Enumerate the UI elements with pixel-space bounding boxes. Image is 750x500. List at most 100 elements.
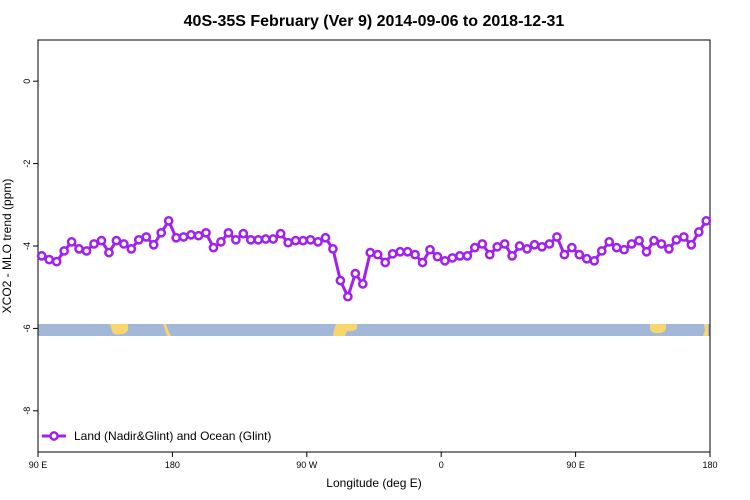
land-ocean-strip [38,324,710,336]
data-point [425,244,435,255]
data-point [216,237,226,247]
data-point [611,242,622,253]
data-point [186,230,196,240]
data-point [171,232,181,243]
data-point [395,246,405,257]
y-tick-label: -8 [22,407,32,415]
x-axis-label: Longitude (deg E) [326,476,421,490]
data-point [447,253,458,263]
data-point [626,239,637,249]
data-point [313,237,323,247]
data-point [701,216,712,226]
data-point [664,244,674,254]
y-axis-label: XCO2 - MLO trend (ppm) [0,179,14,314]
data-point [163,216,174,226]
data-point [440,255,450,266]
data-point [156,227,167,238]
data-point [44,254,55,265]
data-point [619,244,629,255]
data-point [275,228,286,239]
data-point [253,234,264,245]
data-point [290,235,301,246]
legend-label: Land (Nadir&Glint) and Ocean (Glint) [74,429,271,443]
data-point [59,246,69,256]
data-point [238,228,249,239]
data-point [469,242,480,253]
data-point [589,255,600,266]
data-point [193,230,204,241]
data-point [74,244,84,254]
land-patch [650,324,666,334]
data-point [365,247,376,258]
data-point [417,257,428,268]
data-point [529,239,540,250]
data-point [178,232,189,242]
data-point [656,239,667,249]
data-point [552,232,562,242]
x-tick-label: 90 E [566,460,585,470]
chart-title: 40S-35S February (Ver 9) 2014-09-06 to 2… [184,13,565,30]
data-point [492,241,503,252]
data-point [328,244,338,254]
data-point [305,234,316,245]
data-point [499,239,510,249]
data-point [596,246,607,256]
x-tick-label: 180 [702,460,717,470]
data-point [89,239,99,249]
y-tick-label: -6 [22,324,32,332]
land-patch [333,324,357,336]
data-point [432,251,443,262]
data-point [484,249,495,260]
data-point [133,234,144,245]
data-point [111,235,122,246]
data-point [119,239,129,249]
data-point [260,234,271,244]
data-point [126,244,137,254]
ocean-strip [38,324,710,336]
data-point [66,237,77,247]
data-point [634,235,644,246]
data-point [148,239,159,250]
data-point [51,256,62,267]
data-point [208,242,219,253]
x-tick-label: 90 W [296,460,318,470]
data-point [223,227,234,238]
series-line [41,217,708,301]
data-point [81,246,92,256]
y-tick-label: 0 [22,79,32,84]
data-point [372,249,383,260]
data-point [559,249,570,260]
data-point [357,279,368,289]
land-patch [110,324,128,335]
data-point [649,235,659,246]
data-point [604,237,615,247]
data-point [201,227,211,238]
data-point [268,234,279,244]
data-point [477,239,488,249]
data-point [350,268,361,279]
data-point [671,234,682,245]
data-point [245,234,256,245]
land-patch [163,324,171,336]
x-tick-label: 180 [165,460,180,470]
x-tick-label: 90 E [29,460,48,470]
x-tick-label: 0 [439,460,444,470]
data-point [231,234,241,245]
data-point [320,232,331,243]
data-point [343,291,353,302]
data-point [567,242,577,253]
data-point [96,235,107,246]
data-point [410,249,420,260]
data-point [544,239,555,249]
legend-marker [49,431,59,441]
data-point [462,251,473,261]
y-tick-label: -4 [22,242,32,250]
data-point [581,253,592,264]
data-point [104,247,114,258]
y-tick-label: -2 [22,160,32,168]
data-point [679,232,689,242]
data-point [641,246,652,257]
data-point [283,237,293,248]
data-point [380,257,391,268]
